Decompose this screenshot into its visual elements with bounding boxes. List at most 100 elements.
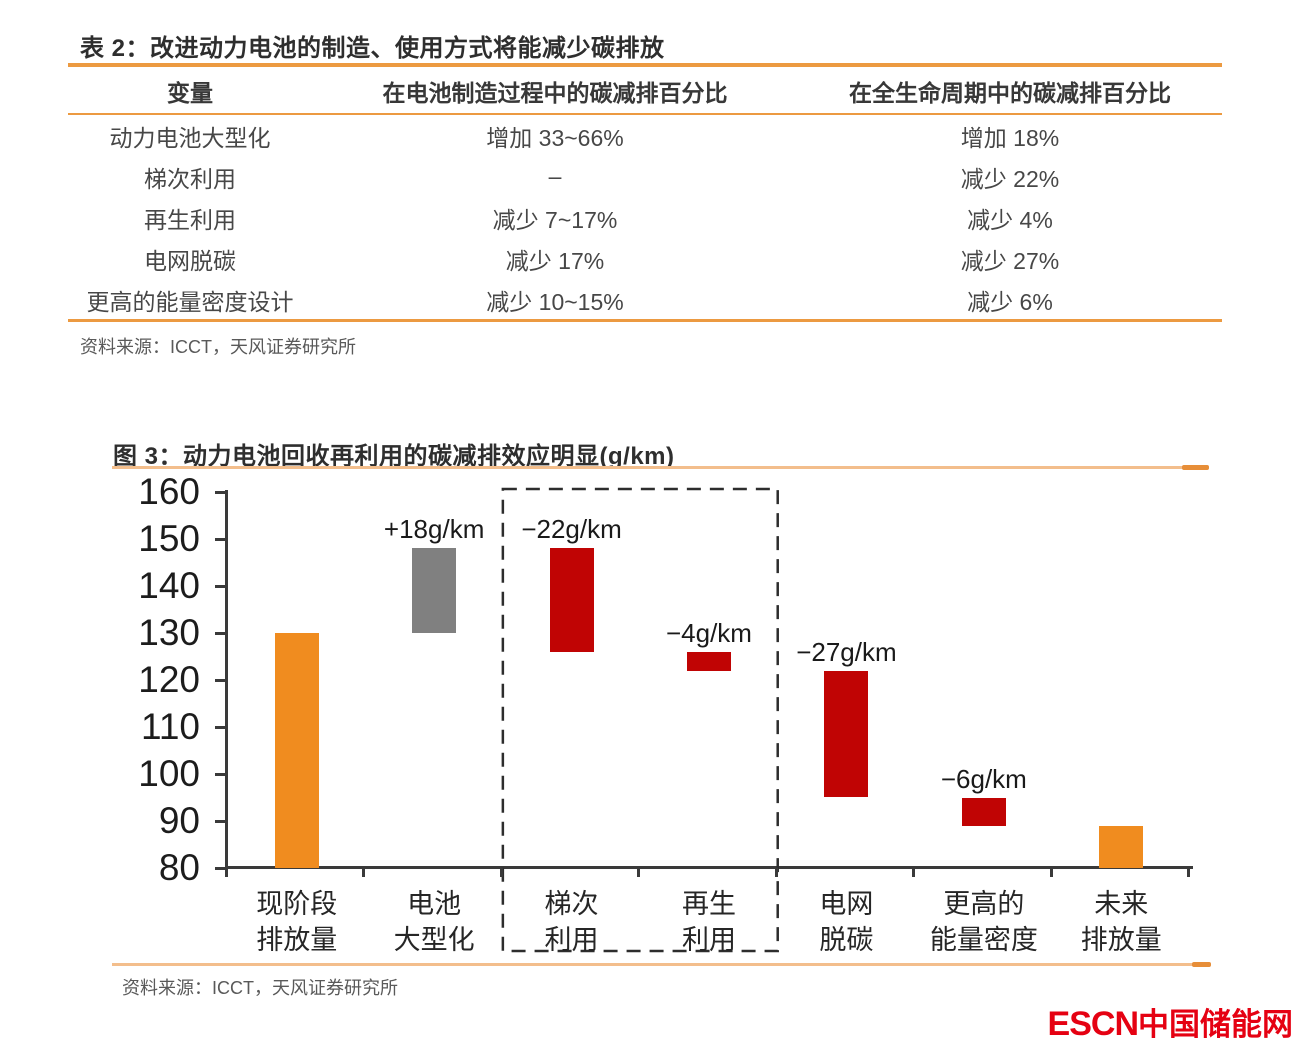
y-axis-line xyxy=(225,490,228,869)
table-title: 表 2：改进动力电池的制造、使用方式将能减少碳排放 xyxy=(80,35,665,62)
x-axis-category-label: 更高的 能量密度 xyxy=(915,886,1052,958)
x-axis-category-label-line: 能量密度 xyxy=(929,925,1038,955)
y-axis-tick-mark xyxy=(215,490,225,494)
bar-value-label: −6g/km xyxy=(940,763,1027,794)
x-axis-category-label-line: 再生 xyxy=(681,889,736,919)
y-axis-tick-label: 90 xyxy=(158,800,200,841)
x-axis-category-label-line: 大型化 xyxy=(393,925,475,955)
waterfall-bar xyxy=(687,651,731,671)
table-header-cell: 变量 xyxy=(167,80,213,106)
x-axis-category-label-line: 现阶段 xyxy=(256,889,338,919)
table-cell: 再生利用 xyxy=(144,206,236,233)
x-axis-tick-mark xyxy=(225,868,228,877)
table-header-row: 变量 在电池制造过程中的碳减排百分比 在全生命周期中的碳减排百分比 xyxy=(68,69,1222,113)
y-axis-tick-mark xyxy=(215,631,225,635)
figure-title-underline xyxy=(112,466,1192,469)
figure-source: 资料来源：ICCT，天风证券研究所 xyxy=(122,978,398,998)
table-top-rule xyxy=(68,63,1222,67)
y-axis-tick-mark xyxy=(215,584,225,588)
table-cell: 增加 18% xyxy=(960,124,1060,151)
table-cell: 电网脱碳 xyxy=(144,247,236,274)
waterfall-bar xyxy=(549,548,594,652)
table-cell: 减少 6% xyxy=(967,288,1053,315)
table-header-cell: 在全生命周期中的碳减排百分比 xyxy=(849,80,1171,106)
waterfall-bar xyxy=(1099,825,1144,868)
table-header-cell: 在电池制造过程中的碳减排百分比 xyxy=(382,80,728,106)
x-axis-category-label: 再生 利用 xyxy=(640,886,777,958)
x-axis-tick-mark xyxy=(499,868,503,877)
x-axis-tick-mark xyxy=(774,868,778,877)
waterfall-bar xyxy=(412,548,457,633)
table-cell: – xyxy=(548,163,562,189)
table-cell: 梯次利用 xyxy=(144,165,236,192)
x-axis-category-label-line: 排放量 xyxy=(256,925,338,955)
y-axis-tick-mark xyxy=(215,537,225,541)
figure-title: 图 3：动力电池回收再利用的碳减排效应明显(g/km) xyxy=(113,443,675,470)
table-cell: 减少 4% xyxy=(967,206,1053,233)
table-cell: 更高的能量密度设计 xyxy=(86,288,294,315)
y-axis-tick-label: 160 xyxy=(138,471,200,512)
x-axis-category-label-line: 更高的 xyxy=(943,889,1025,919)
chart-bottom-rule-dash xyxy=(1192,962,1211,967)
chart-bottom-rule xyxy=(112,963,1194,966)
y-axis-tick-mark xyxy=(215,772,225,776)
x-axis-category-label-line: 脱碳 xyxy=(819,925,874,955)
bar-value-label: −4g/km xyxy=(665,617,752,648)
table-row: 梯次利用 – 减少 22% xyxy=(68,156,1222,197)
y-axis-tick-mark xyxy=(215,678,225,682)
bar-value-label: −22g/km xyxy=(521,514,622,545)
x-axis-category-label: 电网 脱碳 xyxy=(778,886,915,958)
table-cell: 减少 27% xyxy=(960,247,1060,274)
table-cell: 减少 10~15% xyxy=(486,288,624,315)
table-cell: 减少 22% xyxy=(960,165,1060,192)
x-axis-line xyxy=(225,866,1193,869)
y-axis-tick-label: 100 xyxy=(138,753,200,794)
y-axis-tick-label: 80 xyxy=(158,847,200,888)
waterfall-bar xyxy=(824,670,869,798)
table-body: 动力电池大型化 增加 33~66% 增加 18% 梯次利用 – 减少 22% 再生利用 减少 … xyxy=(68,115,1222,320)
x-axis-tick-mark xyxy=(362,868,366,877)
y-axis-tick-label: 140 xyxy=(138,565,200,606)
waterfall-bar xyxy=(274,633,319,868)
y-axis-tick-label: 110 xyxy=(141,706,200,747)
escn-logo-cn: 中国储能网 xyxy=(1138,1007,1293,1042)
x-axis-tick-mark xyxy=(1187,868,1190,877)
table-source: 资料来源：ICCT，天风证券研究所 xyxy=(80,337,356,357)
table-bottom-rule xyxy=(68,319,1222,322)
x-axis-category-label-line: 电池 xyxy=(407,889,462,919)
table-row: 电网脱碳 减少 17% 减少 27% xyxy=(68,238,1222,279)
y-axis-tick-label: 120 xyxy=(138,659,200,700)
bar-value-label: −27g/km xyxy=(796,636,897,667)
escn-logo-en: ESCN xyxy=(1047,1005,1139,1043)
y-axis-tick-label: 130 xyxy=(138,612,200,653)
x-axis-category-label: 未来 排放量 xyxy=(1053,886,1190,958)
table-row: 动力电池大型化 增加 33~66% 增加 18% xyxy=(68,115,1222,156)
x-axis-category-label: 梯次 利用 xyxy=(503,886,640,958)
x-axis-tick-mark xyxy=(1049,868,1053,877)
table-row: 再生利用 减少 7~17% 减少 4% xyxy=(68,197,1222,238)
y-axis-tick-label: 150 xyxy=(138,518,200,559)
table-cell: 动力电池大型化 xyxy=(109,124,271,151)
y-axis-tick-mark xyxy=(215,866,225,870)
table-cell: 减少 7~17% xyxy=(492,206,618,233)
waterfall-bar xyxy=(961,797,1006,826)
x-axis-category-label: 现阶段 排放量 xyxy=(228,886,365,958)
x-axis-tick-mark xyxy=(912,868,916,877)
x-axis-category-label-line: 利用 xyxy=(544,925,599,955)
table-row: 更高的能量密度设计 减少 10~15% 减少 6% xyxy=(68,279,1222,320)
figure-title-underline-dash xyxy=(1182,465,1209,470)
table-header-rule xyxy=(68,113,1222,115)
escn-logo: ESCN中国储能网 xyxy=(1048,999,1293,1044)
x-axis-category-label-line: 利用 xyxy=(681,925,736,955)
x-axis-category-label: 电池 大型化 xyxy=(365,886,502,958)
y-axis-tick-mark xyxy=(215,819,225,823)
x-axis-tick-mark xyxy=(637,868,641,877)
y-axis-tick-mark xyxy=(215,725,225,729)
x-axis-category-label-line: 梯次 xyxy=(544,889,599,919)
bar-value-label: +18g/km xyxy=(383,514,485,545)
table-cell: 增加 33~66% xyxy=(486,124,624,151)
x-axis-category-label-line: 排放量 xyxy=(1080,925,1162,955)
table-cell: 减少 17% xyxy=(505,247,605,274)
